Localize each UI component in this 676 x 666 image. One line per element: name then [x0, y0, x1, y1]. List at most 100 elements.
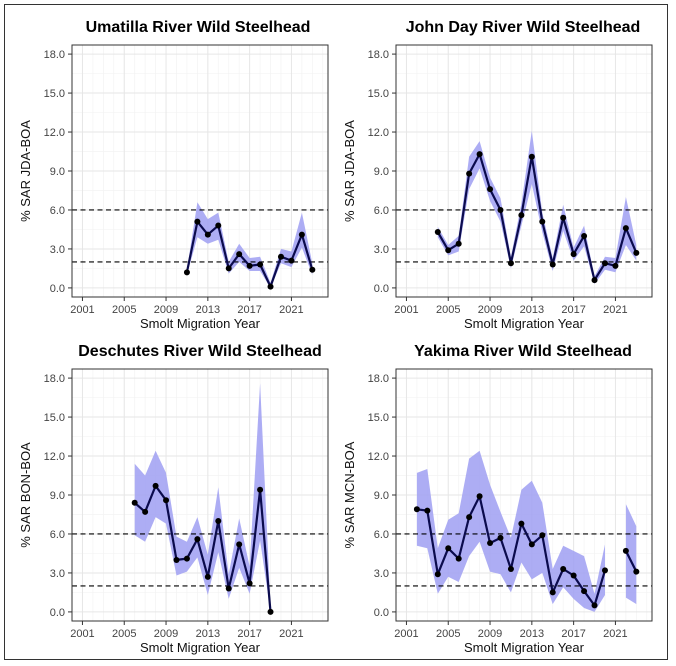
- x-tick-label: 2017: [561, 304, 585, 316]
- data-point: [277, 253, 284, 260]
- data-point: [507, 566, 514, 573]
- y-tick-label: 6.0: [374, 205, 389, 217]
- confidence-ribbon: [625, 504, 637, 605]
- data-point: [173, 556, 180, 563]
- data-point: [591, 602, 598, 609]
- data-point: [528, 541, 535, 548]
- data-point: [309, 266, 316, 273]
- data-point: [236, 541, 243, 548]
- data-point: [539, 218, 546, 225]
- x-axis-label: Smolt Migration Year: [464, 640, 585, 655]
- y-tick-label: 18.0: [44, 373, 65, 385]
- data-point: [267, 608, 274, 615]
- x-axis-label: Smolt Migration Year: [464, 316, 585, 331]
- data-point: [152, 482, 159, 489]
- data-point: [466, 514, 473, 521]
- x-tick-label: 2005: [112, 304, 136, 316]
- x-axis-label: Smolt Migration Year: [140, 640, 261, 655]
- y-tick-label: 15.0: [368, 412, 389, 424]
- panel-deschutes-river-wild-steelhead: 0.0 3.0 6.0 9.0 12.0 15.0 18.0 2001 2005 2009 2013…: [18, 343, 329, 655]
- x-tick-label: 2021: [603, 628, 627, 640]
- data-point: [560, 214, 567, 221]
- x-tick-label: 2017: [237, 628, 261, 640]
- data-point: [246, 262, 253, 269]
- y-tick-label: 15.0: [44, 88, 65, 100]
- x-tick-label: 2021: [603, 304, 627, 316]
- y-axis-label: % SAR JDA-BOA: [342, 120, 357, 222]
- y-tick-label: 3.0: [374, 568, 389, 580]
- data-point: [183, 555, 190, 562]
- data-point: [194, 218, 201, 225]
- data-point: [131, 499, 138, 506]
- data-point: [204, 231, 211, 238]
- y-tick-label: 15.0: [368, 88, 389, 100]
- y-tick-label: 9.0: [50, 166, 65, 178]
- y-tick-label: 6.0: [50, 205, 65, 217]
- data-point: [413, 506, 420, 513]
- y-tick-label: 18.0: [44, 49, 65, 61]
- x-axis-label: Smolt Migration Year: [140, 316, 261, 331]
- x-tick-label: 2001: [394, 304, 418, 316]
- data-point: [539, 532, 546, 539]
- x-tick-label: 2013: [520, 628, 544, 640]
- y-tick-label: 9.0: [374, 166, 389, 178]
- data-point: [204, 573, 211, 580]
- data-point: [581, 232, 588, 239]
- y-tick-label: 0.0: [50, 283, 65, 295]
- data-point: [445, 247, 452, 254]
- y-tick-label: 9.0: [374, 490, 389, 502]
- panel-title: Deschutes River Wild Steelhead: [78, 343, 322, 360]
- data-point: [497, 534, 504, 541]
- data-point: [601, 567, 608, 574]
- y-tick-label: 6.0: [374, 529, 389, 541]
- y-axis-label: % SAR JDA-BOA: [18, 120, 33, 222]
- x-tick-label: 2001: [394, 628, 418, 640]
- data-point: [612, 262, 619, 269]
- data-point: [570, 572, 577, 579]
- data-point: [497, 206, 504, 213]
- x-tick-label: 2017: [561, 628, 585, 640]
- data-point: [591, 277, 598, 284]
- sar-series-line: [436, 153, 638, 282]
- x-tick-label: 2005: [436, 304, 460, 316]
- figure-frame: [4, 4, 668, 660]
- data-point: [246, 580, 253, 587]
- data-point: [434, 229, 441, 236]
- x-tick-label: 2017: [237, 304, 261, 316]
- data-point: [518, 212, 525, 219]
- data-point: [257, 486, 264, 493]
- data-point: [581, 588, 588, 595]
- confidence-ribbon: [416, 450, 605, 612]
- y-axis-label: % SAR MCN-BOA: [342, 441, 357, 548]
- data-point: [455, 555, 462, 562]
- data-point: [215, 517, 222, 524]
- y-tick-label: 18.0: [368, 49, 389, 61]
- y-tick-label: 3.0: [50, 568, 65, 580]
- x-tick-label: 2013: [196, 628, 220, 640]
- data-point: [257, 261, 264, 268]
- y-tick-label: 3.0: [50, 244, 65, 256]
- data-point: [622, 225, 629, 232]
- data-point: [455, 240, 462, 247]
- panel-title: Yakima River Wild Steelhead: [414, 343, 632, 360]
- data-point: [288, 257, 295, 264]
- y-tick-label: 3.0: [374, 244, 389, 256]
- data-point: [445, 545, 452, 552]
- y-tick-label: 9.0: [50, 490, 65, 502]
- x-tick-label: 2013: [520, 304, 544, 316]
- y-tick-label: 12.0: [368, 451, 389, 463]
- y-tick-label: 18.0: [368, 373, 389, 385]
- panel-umatilla-river-wild-steelhead: 0.0 3.0 6.0 9.0 12.0 15.0 18.0 2001 2005 2009 2013…: [18, 19, 329, 331]
- data-point: [215, 222, 222, 229]
- data-point: [633, 568, 640, 575]
- x-tick-label: 2009: [478, 304, 502, 316]
- data-point: [518, 520, 525, 527]
- x-tick-label: 2009: [478, 628, 502, 640]
- data-point: [142, 508, 149, 515]
- y-tick-label: 0.0: [374, 283, 389, 295]
- data-point: [549, 261, 556, 268]
- x-tick-label: 2005: [112, 628, 136, 640]
- data-point: [163, 497, 170, 504]
- data-point: [183, 269, 190, 276]
- data-point: [570, 251, 577, 258]
